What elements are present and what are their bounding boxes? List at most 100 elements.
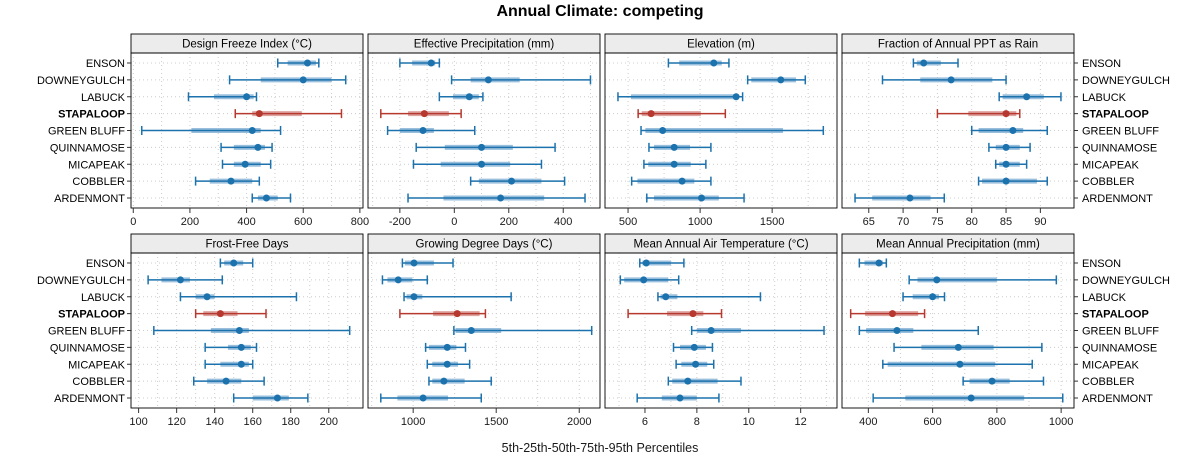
site-label-left-downeygulch: DOWNEYGULCH [37, 75, 125, 87]
x-tick-label: 90 [1034, 216, 1046, 228]
x-tick-label: 1000 [401, 416, 425, 428]
site-label-left-ardenmont: ARDENMONT [54, 193, 125, 205]
site-label-left-stapaloop: STAPALOOP [58, 109, 125, 121]
median-dot-micapeak [443, 360, 451, 368]
median-dot-ardenmont [262, 194, 270, 202]
site-label-right-enson: ENSON [1082, 258, 1121, 270]
x-tick-label: 800 [351, 216, 369, 228]
median-dot-downeygulch [484, 76, 492, 84]
median-dot-micapeak [956, 360, 964, 368]
median-dot-labuck [732, 93, 740, 101]
median-dot-labuck [203, 293, 211, 301]
median-dot-stapaloop [1002, 110, 1010, 118]
median-dot-quinnamose [237, 343, 245, 351]
median-dot-micapeak [692, 360, 700, 368]
x-tick-label: 70 [897, 216, 909, 228]
median-dot-enson [303, 59, 311, 67]
median-dot-quinnamose [690, 343, 698, 351]
panel-elevation-m- [604, 52, 838, 209]
median-dot-enson [710, 59, 718, 67]
x-tick-label: 1500 [484, 416, 508, 428]
median-dot-quinnamose [1002, 143, 1010, 151]
panel-effective-precipitation-mm- [367, 52, 601, 209]
median-dot-ardenmont [497, 194, 505, 202]
x-tick-label: 120 [167, 416, 185, 428]
x-tick-label: 1000 [688, 216, 712, 228]
site-label-right-ardenmont: ARDENMONT [1082, 393, 1153, 405]
x-tick-label: 8 [694, 416, 700, 428]
median-dot-enson [427, 59, 435, 67]
x-tick-label: 140 [205, 416, 223, 428]
median-dot-micapeak [237, 360, 245, 368]
strip-title: Design Freeze Index (°C) [182, 39, 312, 51]
median-dot-downeygulch [299, 76, 307, 84]
median-dot-downeygulch [640, 276, 648, 284]
x-tick-label: 600 [294, 216, 312, 228]
median-dot-cobbler [678, 177, 686, 185]
site-label-right-stapaloop: STAPALOOP [1082, 309, 1149, 321]
site-label-left-green-bluff: GREEN BLUFF [48, 126, 125, 138]
site-label-left-micapeak: MICAPEAK [68, 159, 126, 171]
median-dot-stapaloop [888, 310, 896, 318]
median-dot-enson [920, 59, 928, 67]
x-tick-label: 80 [966, 216, 978, 228]
x-tick-label: 100 [129, 416, 147, 428]
median-dot-green-bluff [893, 327, 901, 334]
x-tick-label: 200 [500, 216, 518, 228]
x-tick-label: 10 [743, 416, 755, 428]
median-dot-cobbler [988, 377, 996, 385]
median-dot-ardenmont [273, 394, 281, 402]
median-dot-cobbler [222, 377, 230, 385]
median-dot-stapaloop [420, 110, 428, 118]
median-dot-micapeak [1002, 160, 1010, 168]
site-label-left-quinnamose: QUINNAMOSE [50, 142, 125, 154]
strip-title: Mean Annual Air Temperature (°C) [633, 239, 808, 251]
site-label-left-labuck: LABUCK [81, 92, 126, 104]
median-dot-cobbler [440, 377, 448, 385]
x-tick-label: 75 [931, 216, 943, 228]
panel-mean-annual-air-temperature-c- [604, 252, 838, 409]
site-label-right-micapeak: MICAPEAK [1082, 359, 1140, 371]
site-label-left-quinnamose: QUINNAMOSE [50, 342, 125, 354]
panel-growing-degree-days-c- [367, 252, 601, 409]
x-tick-label: 1000 [1049, 416, 1073, 428]
median-dot-quinnamose [443, 343, 451, 351]
site-label-left-cobbler: COBBLER [72, 376, 125, 388]
median-dot-enson [642, 259, 650, 267]
site-label-right-cobbler: COBBLER [1082, 376, 1135, 388]
median-dot-labuck [410, 293, 418, 301]
x-tick-label: 400 [237, 216, 255, 228]
median-dot-downeygulch [947, 76, 955, 84]
site-label-left-enson: ENSON [86, 58, 125, 70]
median-dot-downeygulch [933, 276, 941, 284]
site-label-right-green-bluff: GREEN BLUFF [1082, 126, 1159, 138]
median-dot-labuck [929, 293, 937, 301]
strip-title: Growing Degree Days (°C) [416, 239, 553, 251]
site-label-right-labuck: LABUCK [1082, 292, 1127, 304]
median-dot-stapaloop [255, 110, 263, 118]
median-dot-quinnamose [478, 143, 486, 151]
x-tick-label: 200 [181, 216, 199, 228]
median-dot-stapaloop [216, 310, 224, 318]
figure-title: Annual Climate: competing [496, 3, 704, 20]
median-dot-labuck [1023, 93, 1031, 101]
site-label-left-ardenmont: ARDENMONT [54, 393, 125, 405]
x-tick-label: 0 [451, 216, 457, 228]
median-dot-enson [875, 259, 883, 267]
site-label-right-downeygulch: DOWNEYGULCH [1082, 75, 1170, 87]
median-dot-enson [410, 259, 418, 267]
x-tick-label: 400 [859, 416, 877, 428]
site-label-left-enson: ENSON [86, 258, 125, 270]
median-dot-downeygulch [176, 276, 184, 284]
site-label-right-quinnamose: QUINNAMOSE [1082, 342, 1157, 354]
median-dot-labuck [243, 93, 251, 101]
site-label-right-quinnamose: QUINNAMOSE [1082, 142, 1157, 154]
site-label-right-ardenmont: ARDENMONT [1082, 193, 1153, 205]
site-label-right-cobbler: COBBLER [1082, 176, 1135, 188]
x-tick-label: 400 [554, 216, 572, 228]
median-dot-green-bluff [419, 127, 427, 134]
x-tick-label: 1500 [760, 216, 784, 228]
x-tick-label: 85 [1000, 216, 1012, 228]
x-tick-label: 12 [795, 416, 807, 428]
median-dot-ardenmont [698, 194, 706, 202]
